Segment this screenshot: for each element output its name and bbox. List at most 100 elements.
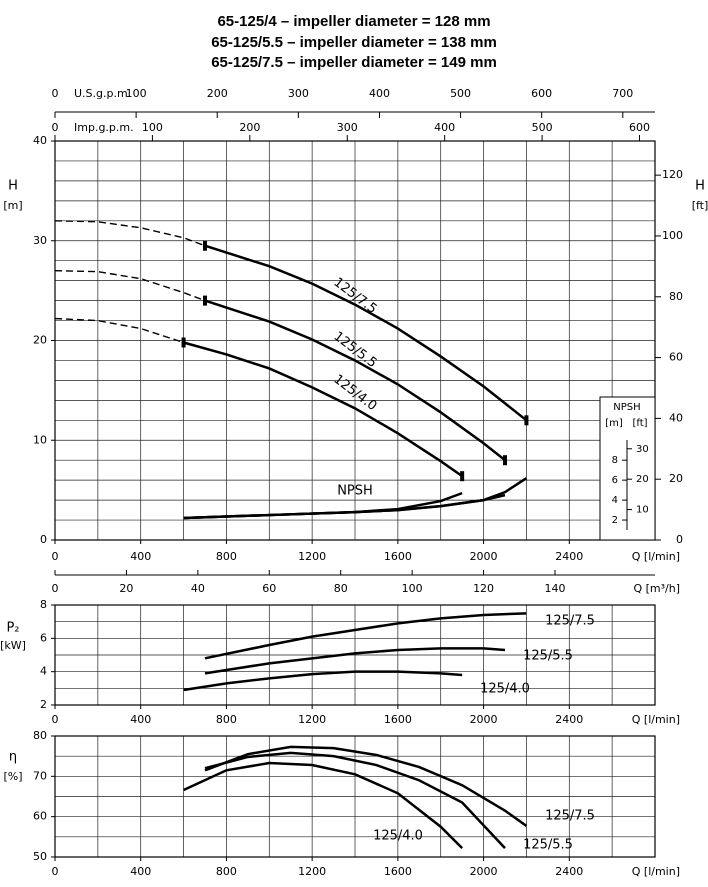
inset-title: NPSH <box>613 402 640 413</box>
secondary-tick-label: 700 <box>612 87 633 100</box>
data-line <box>183 341 463 478</box>
secondary-tick-label: 0 <box>52 582 59 595</box>
secondary-axis-label: Imp.g.p.m. <box>74 121 134 134</box>
y-axis-unit: [kW] <box>0 639 26 652</box>
y-tick-label: 60 <box>33 810 47 823</box>
data-line <box>183 670 463 692</box>
y-tick-label: 70 <box>33 769 47 782</box>
y-axis-unit: [m] <box>3 199 22 212</box>
y2-tick-label: 20 <box>669 472 683 485</box>
plot-frame <box>54 735 656 858</box>
curve-label: 125/4.0 <box>480 682 530 697</box>
secondary-axis-label: U.S.g.p.m. <box>74 87 131 100</box>
secondary-tick-label: 60 <box>262 582 276 595</box>
secondary-tick-label: 80 <box>334 582 348 595</box>
chart-title: 65-125/7.5 – impeller diameter = 149 mm <box>211 54 497 71</box>
x-tick-label: 400 <box>130 713 151 726</box>
x-tick-label: 0 <box>52 713 59 726</box>
data-line <box>183 761 464 850</box>
secondary-tick-label: 140 <box>545 582 566 595</box>
inset-tick-label: 4 <box>612 495 618 506</box>
x-tick-label: 0 <box>52 550 59 563</box>
data-line <box>54 269 206 302</box>
x-tick-label: 400 <box>130 865 151 878</box>
data-line <box>204 647 506 675</box>
secondary-tick-label: 500 <box>532 121 553 134</box>
x-tick-label: 800 <box>216 550 237 563</box>
y-tick-label: 8 <box>40 598 47 611</box>
data-line <box>183 477 528 520</box>
x-tick-label: 1600 <box>384 550 412 563</box>
secondary-tick-label: 400 <box>369 87 390 100</box>
point-marker <box>203 240 207 251</box>
secondary-axis-label: Q [m³/h] <box>633 582 680 595</box>
secondary-tick-label: 100 <box>126 87 147 100</box>
x-tick-label: 1600 <box>384 713 412 726</box>
y-tick-label: 10 <box>33 433 47 446</box>
secondary-tick-label: 120 <box>473 582 494 595</box>
x-tick-label: 0 <box>52 865 59 878</box>
secondary-tick-label: 100 <box>142 121 163 134</box>
x-axis-label: Q [l/min] <box>632 865 680 878</box>
curve-label: 125/7.5 <box>545 809 595 824</box>
data-line <box>54 317 184 344</box>
x-tick-label: 2000 <box>470 550 498 563</box>
y-tick-label: 6 <box>40 631 47 644</box>
data-line <box>183 493 506 520</box>
x-tick-label: 2000 <box>470 865 498 878</box>
point-marker <box>524 415 529 426</box>
curve-label: 125/7.5 <box>545 614 595 629</box>
y-tick-label: 50 <box>33 850 47 863</box>
secondary-tick-label: 600 <box>629 121 650 134</box>
x-tick-label: 2400 <box>555 865 583 878</box>
y-tick-label: 80 <box>33 729 47 742</box>
x-tick-label: 800 <box>216 865 237 878</box>
y-tick-label: 0 <box>40 533 47 546</box>
curve-label: 125/5.5 <box>523 649 573 664</box>
inset-tick-label: 2 <box>612 515 618 526</box>
plot-frame <box>54 604 656 706</box>
point-marker <box>460 471 465 482</box>
y-tick-label: 40 <box>33 134 47 147</box>
point-marker <box>503 455 507 466</box>
data-line <box>204 612 527 660</box>
curve-label: 125/5.5 <box>523 838 573 853</box>
inset-tick-label: 20 <box>636 474 649 485</box>
y-axis-label: P₂ <box>6 621 19 636</box>
x-tick-label: 1600 <box>384 865 412 878</box>
secondary-tick-label: 300 <box>337 121 358 134</box>
secondary-tick-label: 300 <box>288 87 309 100</box>
annotation: NPSH <box>337 484 373 499</box>
y2-axis-unit: [ft] <box>692 199 708 212</box>
chart-title: 65-125/5.5 – impeller diameter = 138 mm <box>211 34 497 51</box>
secondary-tick-label: 40 <box>191 582 205 595</box>
x-tick-label: 1200 <box>298 550 326 563</box>
secondary-tick-label: 500 <box>450 87 471 100</box>
inset-unit: [m] <box>605 418 623 429</box>
x-tick-label: 2000 <box>470 713 498 726</box>
y-tick-label: 4 <box>40 665 47 678</box>
data-line <box>204 299 506 462</box>
secondary-tick-label: 200 <box>239 121 260 134</box>
x-axis-label: Q [l/min] <box>632 550 680 563</box>
y2-tick-label: 0 <box>676 533 683 546</box>
secondary-tick-label: 0 <box>52 87 59 100</box>
y2-tick-label: 40 <box>669 411 683 424</box>
point-marker <box>181 337 186 348</box>
x-tick-label: 800 <box>216 713 237 726</box>
data-line <box>204 751 506 849</box>
data-line <box>204 745 528 827</box>
y-tick-label: 20 <box>33 334 47 347</box>
y-axis-unit: [%] <box>3 770 22 783</box>
y2-axis-label: H <box>695 179 705 194</box>
x-tick-label: 400 <box>130 550 151 563</box>
y2-tick-label: 120 <box>662 168 683 181</box>
y2-tick-label: 80 <box>669 290 683 303</box>
inset-tick-label: 8 <box>612 455 618 466</box>
inset-tick-label: 30 <box>636 444 649 455</box>
inset-tick-label: 10 <box>636 505 649 516</box>
inset-tick-label: 6 <box>612 475 618 486</box>
x-tick-label: 2400 <box>555 550 583 563</box>
secondary-tick-label: 20 <box>119 582 133 595</box>
